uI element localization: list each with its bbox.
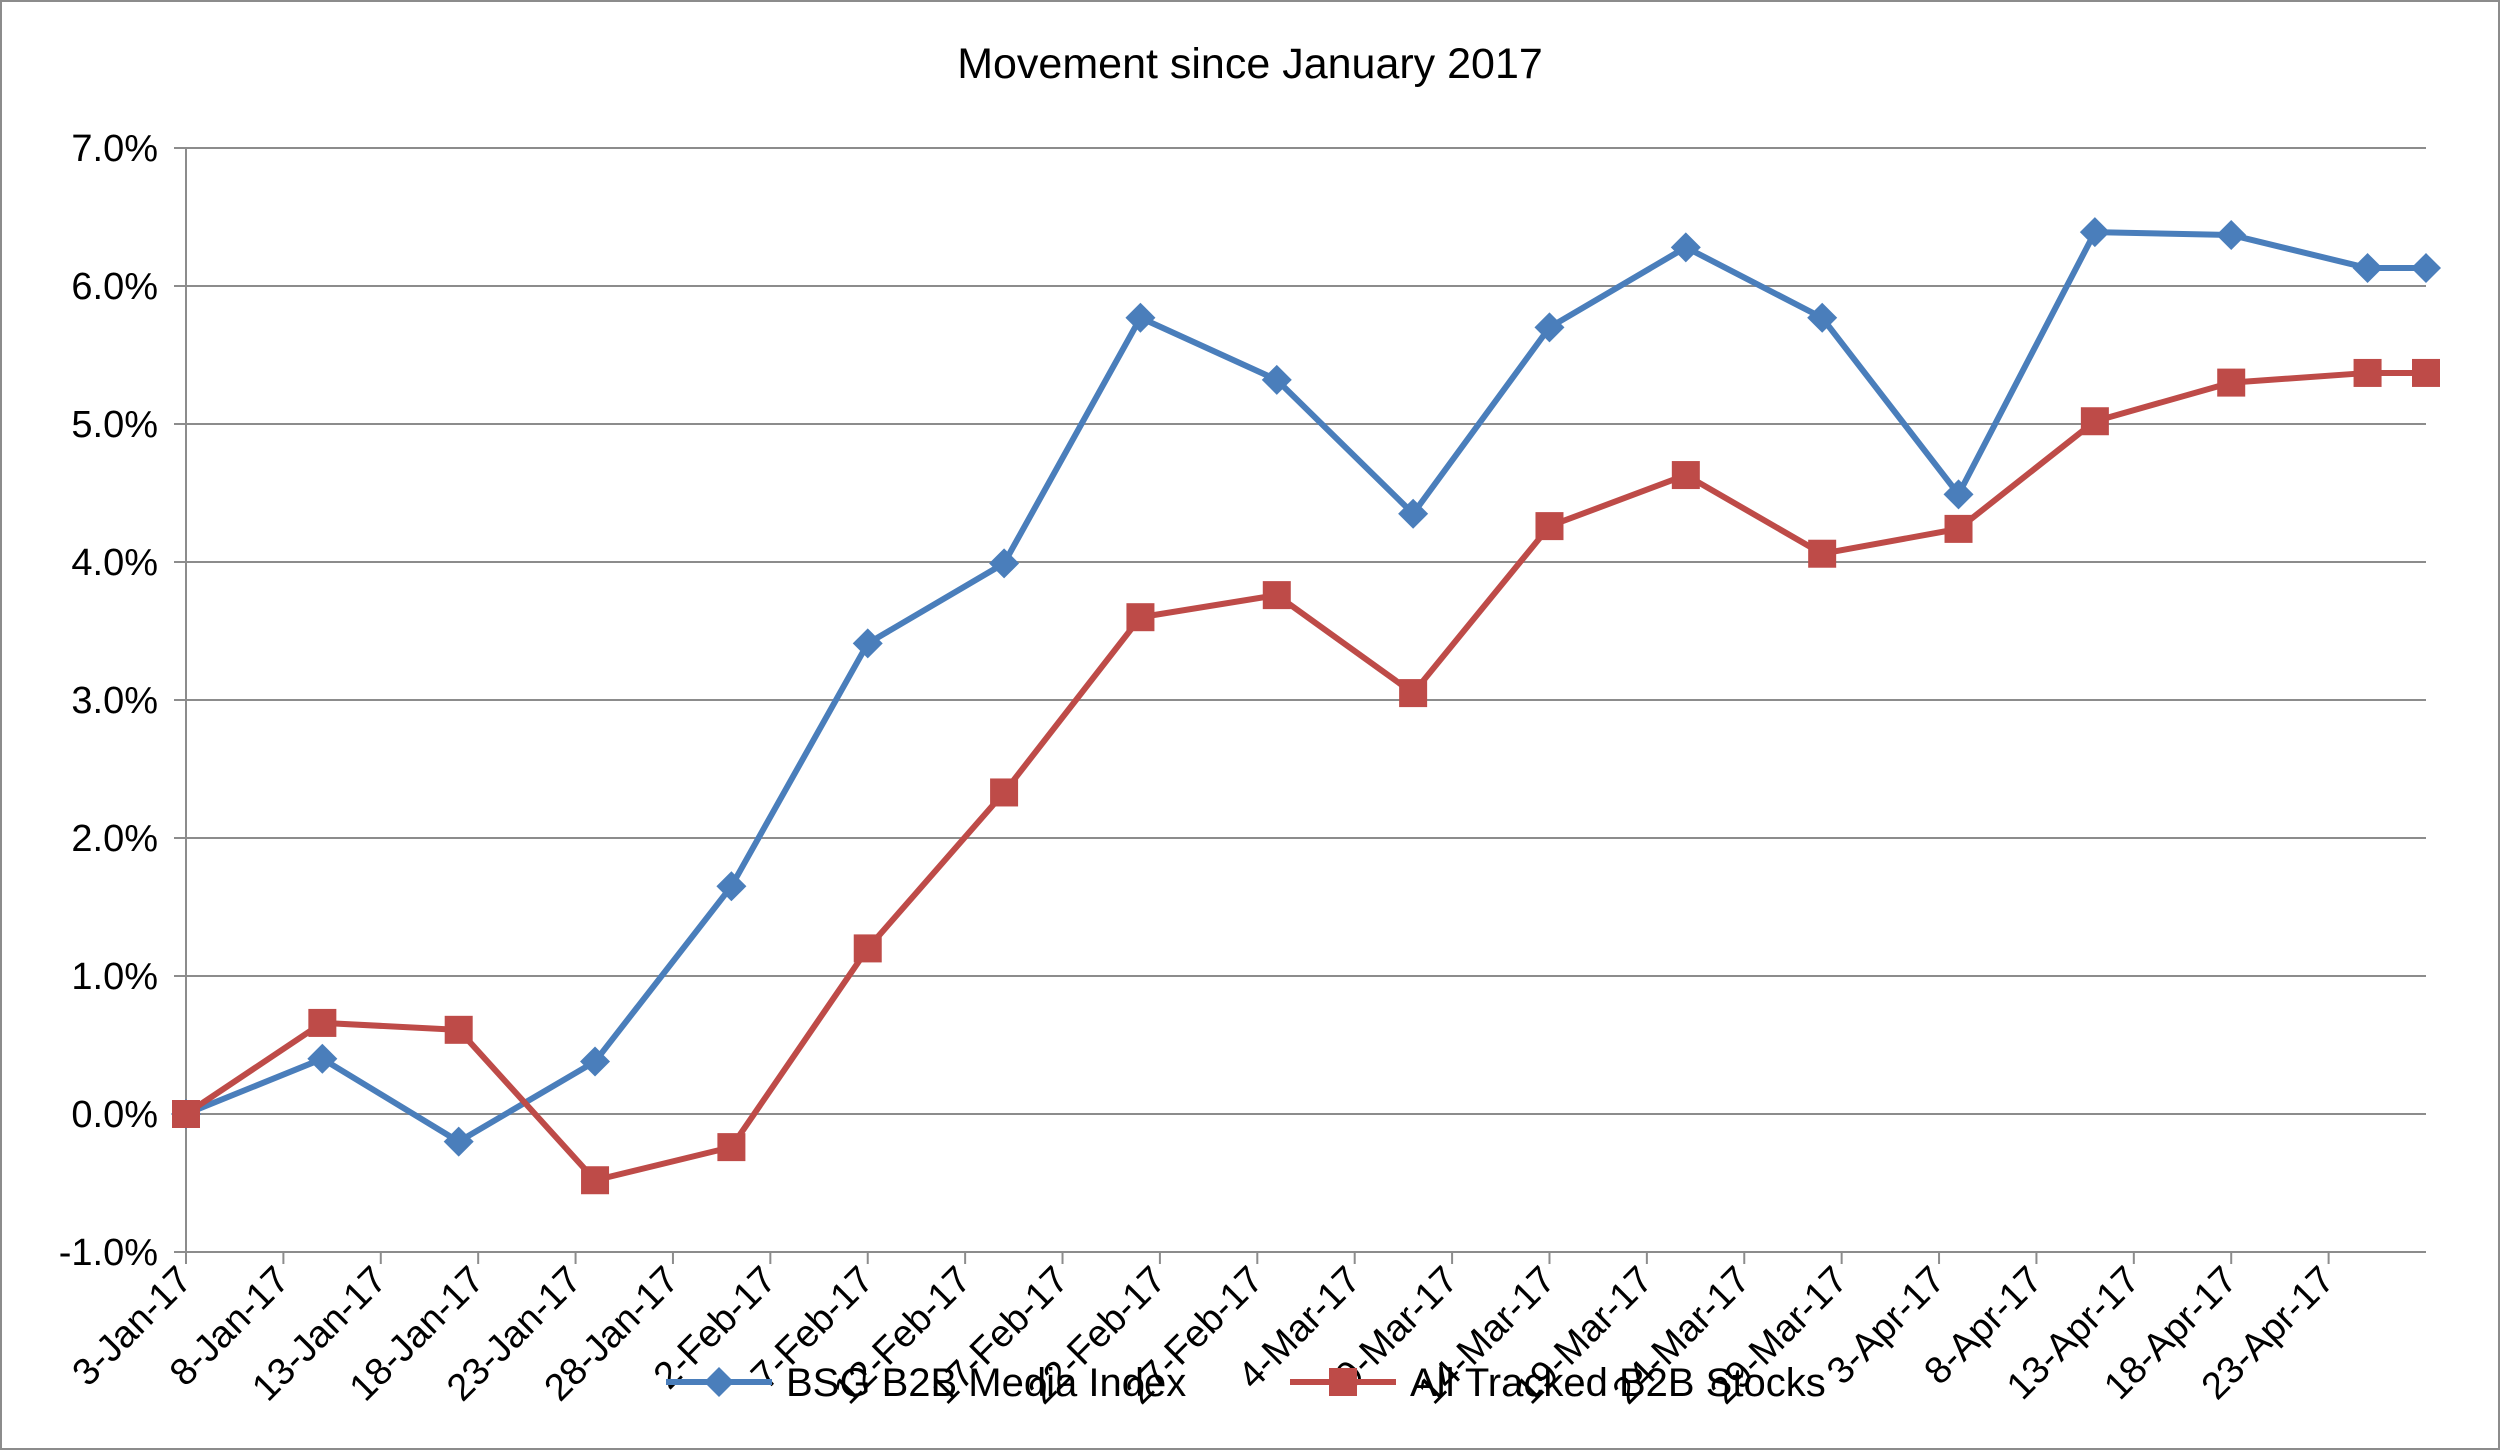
data-point-marker xyxy=(2352,253,2383,284)
data-point-marker xyxy=(443,1126,474,1157)
data-point-marker xyxy=(172,1100,200,1128)
data-point-marker xyxy=(1535,512,1564,541)
axes xyxy=(174,147,2330,1264)
series-2 xyxy=(172,358,2440,1195)
data-point-marker xyxy=(1125,302,1156,333)
data-point-marker xyxy=(2411,253,2441,284)
data-point-marker xyxy=(2412,358,2440,387)
data-point-marker xyxy=(1261,364,1292,395)
data-point-marker xyxy=(1262,581,1291,610)
legend: BSG B2B Media Index All Tracked B2B Stock… xyxy=(666,1361,1826,1405)
data-point-marker xyxy=(444,1015,473,1044)
x-axis-tick-labels: 3-Jan-178-Jan-1713-Jan-1718-Jan-1723-Jan… xyxy=(65,1259,2343,1413)
y-tick-label: 1.0% xyxy=(71,956,158,998)
data-point-marker xyxy=(1807,302,1838,333)
data-point-marker xyxy=(581,1166,610,1195)
data-point-marker xyxy=(716,871,747,902)
data-point-marker xyxy=(1808,539,1837,568)
data-point-marker xyxy=(852,628,883,659)
y-tick-label: 7.0% xyxy=(71,128,158,170)
data-point-marker xyxy=(1398,498,1429,529)
legend-label: All Tracked B2B Stocks xyxy=(1410,1361,1826,1405)
data-point-marker xyxy=(989,548,1020,579)
data-point-marker xyxy=(717,1133,746,1162)
data-point-marker xyxy=(1670,232,1701,263)
series-layer xyxy=(171,217,2441,1195)
data-point-marker xyxy=(1534,312,1565,343)
chart-title: Movement since January 2017 xyxy=(957,40,1543,88)
y-tick-label: 6.0% xyxy=(71,266,158,308)
data-point-marker xyxy=(580,1046,611,1077)
data-point-marker xyxy=(2353,358,2382,387)
legend-item: All Tracked B2B Stocks xyxy=(1290,1361,1826,1405)
data-point-marker xyxy=(1399,679,1428,708)
y-tick-label: -1.0% xyxy=(59,1232,158,1274)
data-point-marker xyxy=(1671,461,1700,490)
data-point-marker xyxy=(853,934,882,963)
y-tick-label: 5.0% xyxy=(71,404,158,446)
data-point-marker xyxy=(307,1043,338,1074)
data-point-marker xyxy=(990,778,1019,807)
series-line xyxy=(184,369,2426,1184)
legend-marker xyxy=(704,1367,734,1397)
y-tick-label: 4.0% xyxy=(71,542,158,584)
y-axis-tick-labels: -1.0% 0.0% 1.0% 2.0% 3.0% 4.0% 5.0% 6.0% 7.0% xyxy=(59,128,158,1274)
y-tick-label: 2.0% xyxy=(71,818,158,860)
data-point-marker xyxy=(1943,479,1974,510)
data-point-marker xyxy=(1126,603,1155,632)
gridlines xyxy=(186,147,2426,1253)
series-1 xyxy=(171,217,2441,1157)
data-point-marker xyxy=(2079,217,2110,248)
y-tick-label: 0.0% xyxy=(71,1094,158,1136)
legend-item: BSG B2B Media Index xyxy=(666,1361,1186,1405)
data-point-marker xyxy=(308,1008,337,1037)
series-line xyxy=(184,229,2426,1145)
data-point-marker xyxy=(2216,219,2247,250)
legend-label: BSG B2B Media Index xyxy=(786,1361,1186,1405)
data-point-marker xyxy=(2217,368,2246,397)
legend-marker xyxy=(1329,1368,1357,1396)
y-tick-label: 3.0% xyxy=(71,680,158,722)
data-point-marker xyxy=(1944,514,1973,543)
data-point-marker xyxy=(2080,407,2109,436)
